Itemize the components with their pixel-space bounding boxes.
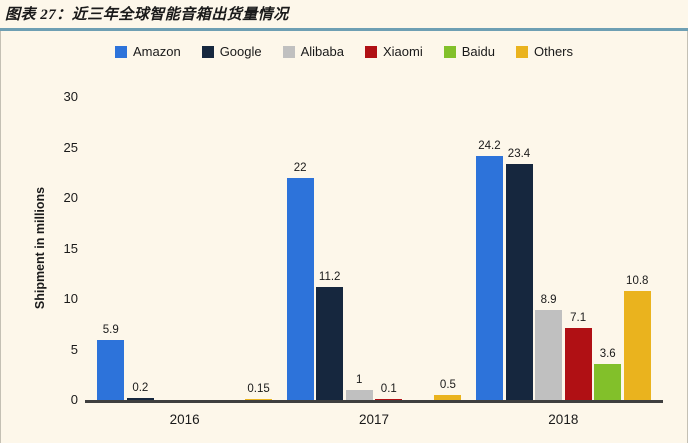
bar-slot-alibaba-2018: 8.9 (534, 97, 564, 400)
bar-slot-baidu-2018: 3.6 (593, 97, 623, 400)
y-tick-label: 15 (63, 240, 78, 256)
bar-value-label: 0.2 (132, 381, 149, 394)
legend-swatch-xiaomi (364, 45, 377, 58)
bar-value-label: 5.9 (102, 324, 119, 337)
bar-value-label: 22 (293, 161, 307, 174)
bar-slot-baidu-2016 (214, 97, 244, 400)
bar-slot-others-2018: 10.8 (622, 97, 652, 400)
bar-others-2018 (623, 290, 651, 400)
legend-label: Baidu (461, 44, 495, 59)
bar-xiaomi-2018 (564, 328, 592, 400)
legend-item-amazon: Amazon (114, 44, 181, 59)
bar-baidu-2018 (594, 363, 622, 400)
bar-amazon-2016 (97, 340, 125, 400)
bar-value-label: 0.1 (380, 382, 397, 395)
x-axis-labels: 2016 2017 2018 (85, 412, 663, 427)
x-category-label-2018: 2018 (548, 412, 579, 427)
bar-value-label: 8.9 (540, 294, 557, 307)
legend: Amazon Google Alibaba Xiaomi Baidu Others (1, 44, 687, 59)
legend-item-others: Others (515, 44, 573, 59)
page-title: 图表 27：近三年全球智能音箱出货量情况 (5, 7, 289, 23)
bar-slot-others-2017: 0.5 (433, 97, 463, 400)
legend-item-xiaomi: Xiaomi (364, 44, 423, 59)
legend-label: Alibaba (300, 44, 344, 59)
bar-value-label: 0.5 (439, 378, 456, 391)
bar-value-label: 10.8 (626, 274, 649, 287)
y-tick-label: 0 (70, 392, 78, 407)
bar-slot-amazon-2018: 24.2 (475, 97, 505, 400)
bar-slot-google-2018: 23.4 (504, 97, 534, 400)
legend-swatch-alibaba (282, 45, 295, 58)
bar-value-label: 24.2 (478, 139, 501, 152)
legend-swatch-others (515, 45, 528, 58)
y-tick-label: 10 (63, 291, 78, 306)
plot-area: 5.9 0.2 0.15 22 11.2 1 0.1 0.5 24.2 23.4 8.9 7.1 3.6… (85, 97, 663, 427)
bar-others-2017 (434, 394, 462, 400)
y-tick-label: 30 (63, 89, 78, 104)
bar-slot-xiaomi-2016 (185, 97, 215, 400)
bar-slot-google-2017: 11.2 (315, 97, 345, 400)
legend-item-google: Google (201, 44, 262, 59)
bar-slot-alibaba-2016 (155, 97, 185, 400)
legend-swatch-amazon (114, 45, 127, 58)
bar-slot-alibaba-2017: 1 (344, 97, 374, 400)
bar-value-label: 7.1 (570, 312, 587, 325)
legend-item-baidu: Baidu (443, 44, 495, 59)
legend-item-alibaba: Alibaba (282, 44, 344, 59)
title-divider-rule (0, 28, 688, 31)
x-axis-line (85, 400, 663, 403)
y-axis-ticks: 0 5 10 15 20 25 30 (41, 89, 78, 407)
bar-group-2018: 24.2 23.4 8.9 7.1 3.6 10.8 (475, 97, 652, 400)
bar-others-2016 (245, 398, 273, 400)
bar-google-2017 (316, 286, 344, 400)
bar-group-2016: 5.9 0.2 0.15 (96, 97, 273, 400)
bar-google-2016 (126, 397, 154, 400)
bar-value-label: 11.2 (318, 270, 341, 283)
legend-label: Xiaomi (382, 44, 423, 59)
bars-area: 5.9 0.2 0.15 22 11.2 1 0.1 0.5 24.2 23.4 8.9 7.1 3.6… (85, 97, 663, 400)
y-tick-label: 25 (63, 139, 78, 155)
bar-value-label: 0.15 (247, 382, 270, 395)
bar-slot-baidu-2017 (404, 97, 434, 400)
legend-swatch-google (201, 45, 214, 58)
legend-swatch-baidu (443, 45, 456, 58)
bar-value-label: 1 (356, 373, 363, 386)
bar-group-2017: 22 11.2 1 0.1 0.5 (285, 97, 462, 400)
bar-slot-xiaomi-2018: 7.1 (563, 97, 593, 400)
bar-value-label: 3.6 (599, 347, 616, 360)
x-category-label-2016: 2016 (169, 412, 200, 427)
bar-alibaba-2018 (535, 310, 563, 400)
bar-amazon-2018 (475, 155, 503, 400)
bar-xiaomi-2017 (375, 398, 403, 400)
y-tick-label: 5 (70, 341, 78, 357)
bar-slot-others-2016: 0.15 (244, 97, 274, 400)
bar-amazon-2017 (286, 177, 314, 400)
bar-value-label: 23.4 (507, 147, 531, 160)
y-tick-label: 20 (63, 190, 78, 205)
legend-label: Others (533, 44, 573, 59)
bar-google-2018 (505, 163, 533, 400)
bar-slot-xiaomi-2017: 0.1 (374, 97, 404, 400)
x-category-label-2017: 2017 (358, 412, 390, 427)
bar-slot-amazon-2017: 22 (285, 97, 315, 400)
legend-label: Amazon (132, 44, 181, 59)
bar-slot-amazon-2016: 5.9 (96, 97, 126, 400)
bar-alibaba-2017 (345, 389, 373, 400)
legend-label: Google (219, 44, 262, 59)
chart-container: Amazon Google Alibaba Xiaomi Baidu Others Shi… (0, 31, 688, 443)
bar-slot-google-2016: 0.2 (126, 97, 156, 400)
